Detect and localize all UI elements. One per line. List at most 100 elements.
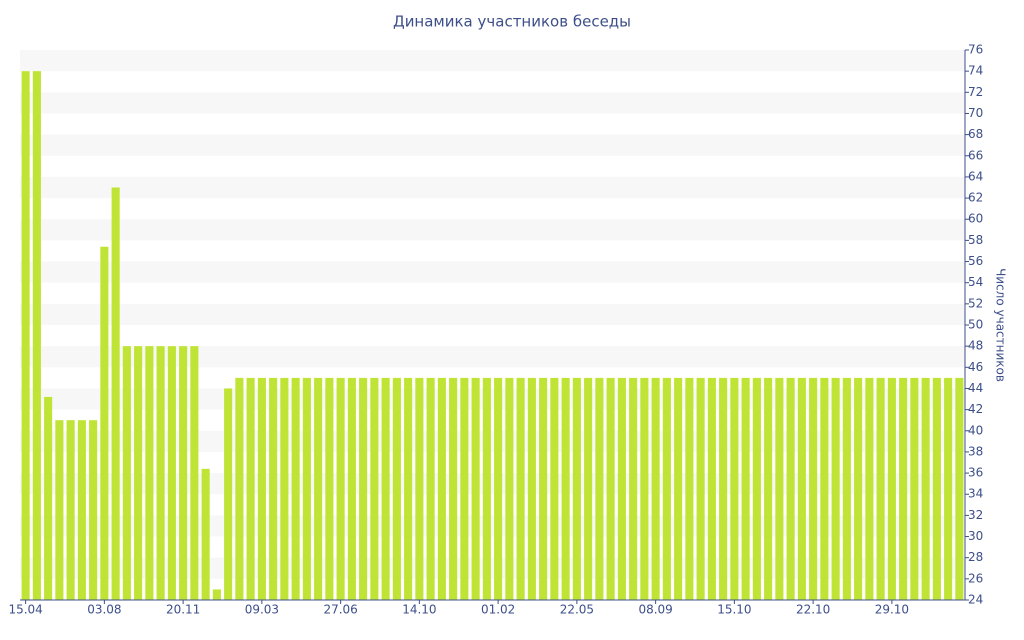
bar: [854, 377, 863, 600]
y-tick-label: 42: [968, 402, 983, 416]
y-axis-label: Число участников: [994, 268, 1008, 382]
bar: [865, 377, 874, 600]
bar: [516, 377, 525, 600]
bar: [674, 377, 683, 600]
bar: [550, 377, 559, 600]
bar: [831, 377, 840, 600]
bar: [899, 377, 908, 600]
x-tick-label: 22.10: [796, 603, 830, 617]
y-tick-label: 56: [968, 254, 983, 268]
x-tick-label: 27.06: [323, 603, 357, 617]
bar: [347, 377, 356, 600]
grid-band: [20, 134, 965, 156]
y-tick-label: 34: [968, 487, 983, 501]
bar: [392, 377, 401, 600]
bar: [651, 377, 660, 600]
bar: [156, 346, 165, 600]
bar: [561, 377, 570, 600]
bar: [460, 377, 469, 600]
bar: [797, 377, 806, 600]
y-tick-label: 72: [968, 85, 983, 99]
bar: [404, 377, 413, 600]
bar: [662, 377, 671, 600]
y-tick-label: 64: [968, 169, 983, 183]
bar: [336, 377, 345, 600]
bar: [302, 377, 311, 600]
y-tick-label: 50: [968, 318, 983, 332]
bar: [876, 377, 885, 600]
bar: [820, 377, 829, 600]
bar: [426, 377, 435, 600]
bar: [955, 377, 964, 600]
bar: [32, 71, 41, 600]
bar: [696, 377, 705, 600]
bar: [932, 377, 941, 600]
y-tick-label: 32: [968, 508, 983, 522]
y-tick-label: 54: [968, 275, 983, 289]
bar: [269, 377, 278, 600]
x-tick-label: 22.05: [560, 603, 594, 617]
bar: [77, 420, 86, 600]
grid-band: [20, 557, 965, 579]
y-tick-label: 52: [968, 296, 983, 310]
x-tick-label: 08.09: [638, 603, 672, 617]
bar: [482, 377, 491, 600]
bar: [437, 377, 446, 600]
y-tick-label: 26: [968, 571, 983, 585]
bar: [100, 246, 109, 600]
bar: [752, 377, 761, 600]
y-tick-label: 38: [968, 444, 983, 458]
grid-band: [20, 515, 965, 537]
bar: [494, 377, 503, 600]
bar: [122, 346, 131, 600]
y-tick-label: 24: [968, 593, 983, 607]
bar: [910, 377, 919, 600]
bar: [944, 377, 953, 600]
bar: [370, 377, 379, 600]
x-tick-label: 15.04: [8, 603, 42, 617]
bar: [55, 420, 64, 600]
bar: [887, 377, 896, 600]
x-tick-label: 14.10: [402, 603, 436, 617]
bar: [235, 377, 244, 600]
y-tick-label: 70: [968, 106, 983, 120]
bar: [640, 377, 649, 600]
y-tick-label: 66: [968, 148, 983, 162]
grid-band: [20, 346, 965, 368]
bar: [224, 388, 233, 600]
bar: [527, 377, 536, 600]
y-tick-label: 58: [968, 233, 983, 247]
bar: [572, 377, 581, 600]
grid-band: [20, 176, 965, 199]
bar: [145, 346, 154, 600]
y-tick-label: 48: [968, 339, 983, 353]
bar: [212, 589, 221, 600]
chart-title: Динамика участников беседы: [393, 13, 631, 31]
bar: [842, 377, 851, 600]
bar: [471, 377, 480, 600]
bar: [179, 346, 188, 600]
bar: [707, 377, 716, 600]
bar: [280, 377, 289, 600]
bar: [89, 420, 98, 600]
y-tick-label: 46: [968, 360, 983, 374]
grid-band: [20, 303, 965, 325]
bar: [246, 377, 255, 600]
bar: [359, 377, 368, 600]
y-tick-label: 40: [968, 423, 983, 437]
bar: [595, 377, 604, 600]
bar: [629, 377, 638, 600]
bar: [167, 346, 176, 600]
grid-band: [20, 92, 965, 114]
bar: [809, 377, 818, 600]
bar: [617, 377, 626, 600]
bar: [775, 377, 784, 600]
bar: [21, 71, 30, 600]
y-tick-label: 74: [968, 64, 983, 78]
bar: [111, 187, 120, 600]
bar: [201, 468, 210, 600]
bar: [741, 377, 750, 600]
grid-band: [20, 473, 965, 495]
y-tick-label: 28: [968, 550, 983, 564]
bar: [190, 346, 199, 600]
